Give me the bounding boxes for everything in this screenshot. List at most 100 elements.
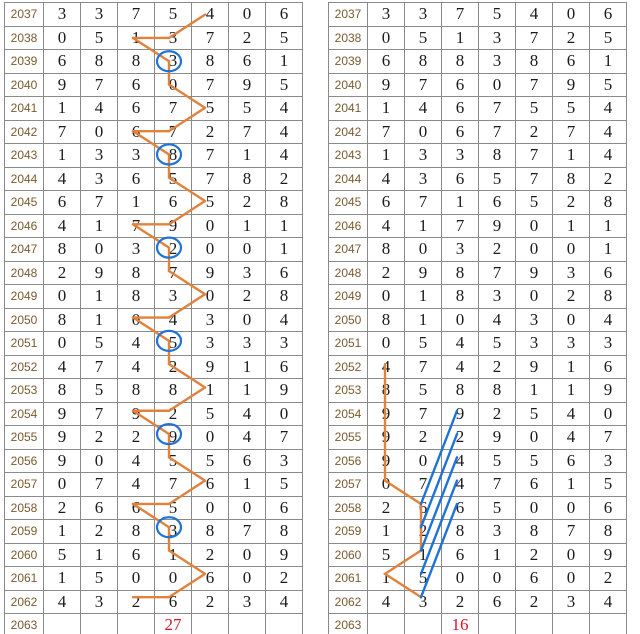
grid-cell: 4 [590, 308, 627, 332]
grid-cell: 1 [118, 26, 155, 50]
grid-cell: 4 [118, 473, 155, 497]
table-row: 20524742916 [5, 355, 303, 379]
grid-cell: 1 [590, 238, 627, 262]
grid-cell: 3 [553, 332, 590, 356]
row-id: 2045 [5, 191, 44, 215]
grid-cell: 0 [368, 26, 405, 50]
grid-cell: 2 [405, 426, 442, 450]
grid-cell: 5 [479, 167, 516, 191]
grid-cell: 5 [590, 26, 627, 50]
table-row: 206327 [5, 614, 303, 634]
table-row: 20464179011 [5, 214, 303, 238]
grid-cell: 1 [44, 144, 81, 168]
grid-cell: 5 [516, 449, 553, 473]
row-id: 2055 [329, 426, 368, 450]
grid-cell: 0 [368, 285, 405, 309]
grid-cell: 1 [516, 379, 553, 403]
grid-cell: 6 [442, 73, 479, 97]
grid-cell: 1 [118, 191, 155, 215]
grid-cell: 5 [368, 543, 405, 567]
grid-cell: 8 [118, 379, 155, 403]
grid-cell: 1 [553, 379, 590, 403]
grid-cell: 6 [118, 97, 155, 121]
grid-cell: 0 [590, 402, 627, 426]
table-row: 20380513725 [329, 26, 627, 50]
grid-cell: 5 [479, 332, 516, 356]
grid-cell: 3 [81, 144, 118, 168]
table-row: 20396883861 [329, 50, 627, 74]
grid-cell: 8 [118, 50, 155, 74]
table-row: 20444365782 [329, 167, 627, 191]
grid-cell: 5 [155, 496, 192, 520]
grid-cell: 2 [405, 520, 442, 544]
grid-cell: 8 [118, 285, 155, 309]
grid-cell: 3 [590, 449, 627, 473]
grid-cell: 9 [155, 426, 192, 450]
grid-cell: 5 [553, 97, 590, 121]
grid-cell: 8 [479, 144, 516, 168]
grid-cell: 7 [516, 144, 553, 168]
grid-cell: 5 [516, 191, 553, 215]
table-row: 20538588119 [5, 379, 303, 403]
grid-cell: 9 [266, 543, 303, 567]
row-id: 2042 [5, 120, 44, 144]
grid-cell: 1 [81, 308, 118, 332]
grid-cell: 0 [553, 3, 590, 27]
grid-cell [405, 614, 442, 634]
row-id: 2061 [5, 567, 44, 591]
grid-cell: 7 [368, 120, 405, 144]
table-row: 20605161209 [5, 543, 303, 567]
grid-cell: 1 [479, 543, 516, 567]
grid-cell: 6 [442, 496, 479, 520]
grid-cell [516, 614, 553, 634]
grid-cell: 7 [81, 402, 118, 426]
grid-cell: 0 [81, 449, 118, 473]
grid-cell: 0 [229, 543, 266, 567]
grid-cell: 9 [192, 261, 229, 285]
grid-cell: 3 [479, 520, 516, 544]
grid-cell: 1 [553, 144, 590, 168]
grid-cell: 5 [405, 26, 442, 50]
grid-cell: 1 [229, 214, 266, 238]
grid-cell: 3 [405, 144, 442, 168]
row-id: 2047 [5, 238, 44, 262]
grid-cell: 7 [405, 355, 442, 379]
grid-cell: 9 [44, 426, 81, 450]
grid-cell: 6 [192, 567, 229, 591]
grid-cell: 5 [155, 449, 192, 473]
row-id: 2052 [5, 355, 44, 379]
grid-cell: 5 [192, 402, 229, 426]
grid-cell: 7 [553, 520, 590, 544]
grid-cell: 5 [81, 26, 118, 50]
row-id: 2047 [329, 238, 368, 262]
grid-cell: 0 [516, 426, 553, 450]
row-id: 2038 [5, 26, 44, 50]
grid-cell: 5 [590, 473, 627, 497]
grid-cell: 1 [229, 144, 266, 168]
grid-cell: 1 [229, 355, 266, 379]
grid-cell: 2 [192, 120, 229, 144]
table-row: 20411467554 [329, 97, 627, 121]
grid-cell: 4 [405, 97, 442, 121]
grid-cell: 1 [405, 543, 442, 567]
row-id: 2063 [5, 614, 44, 634]
grid-cell: 6 [590, 496, 627, 520]
grid-cell: 7 [442, 3, 479, 27]
grid-cell: 7 [516, 26, 553, 50]
table-row: 20490183028 [329, 285, 627, 309]
grid-cell: 0 [516, 214, 553, 238]
table-row: 20605161209 [329, 543, 627, 567]
grid-cell: 2 [192, 543, 229, 567]
grid-cell: 0 [516, 496, 553, 520]
table-row: 20411467554 [5, 97, 303, 121]
grid-cell: 2 [368, 496, 405, 520]
grid-cell: 4 [553, 402, 590, 426]
grid-cell: 0 [192, 496, 229, 520]
grid-cell: 4 [118, 355, 155, 379]
grid-cell: 6 [479, 590, 516, 614]
row-id: 2050 [5, 308, 44, 332]
row-id: 2048 [329, 261, 368, 285]
grid-cell: 0 [553, 238, 590, 262]
grid-cell [590, 614, 627, 634]
row-id: 2043 [329, 144, 368, 168]
